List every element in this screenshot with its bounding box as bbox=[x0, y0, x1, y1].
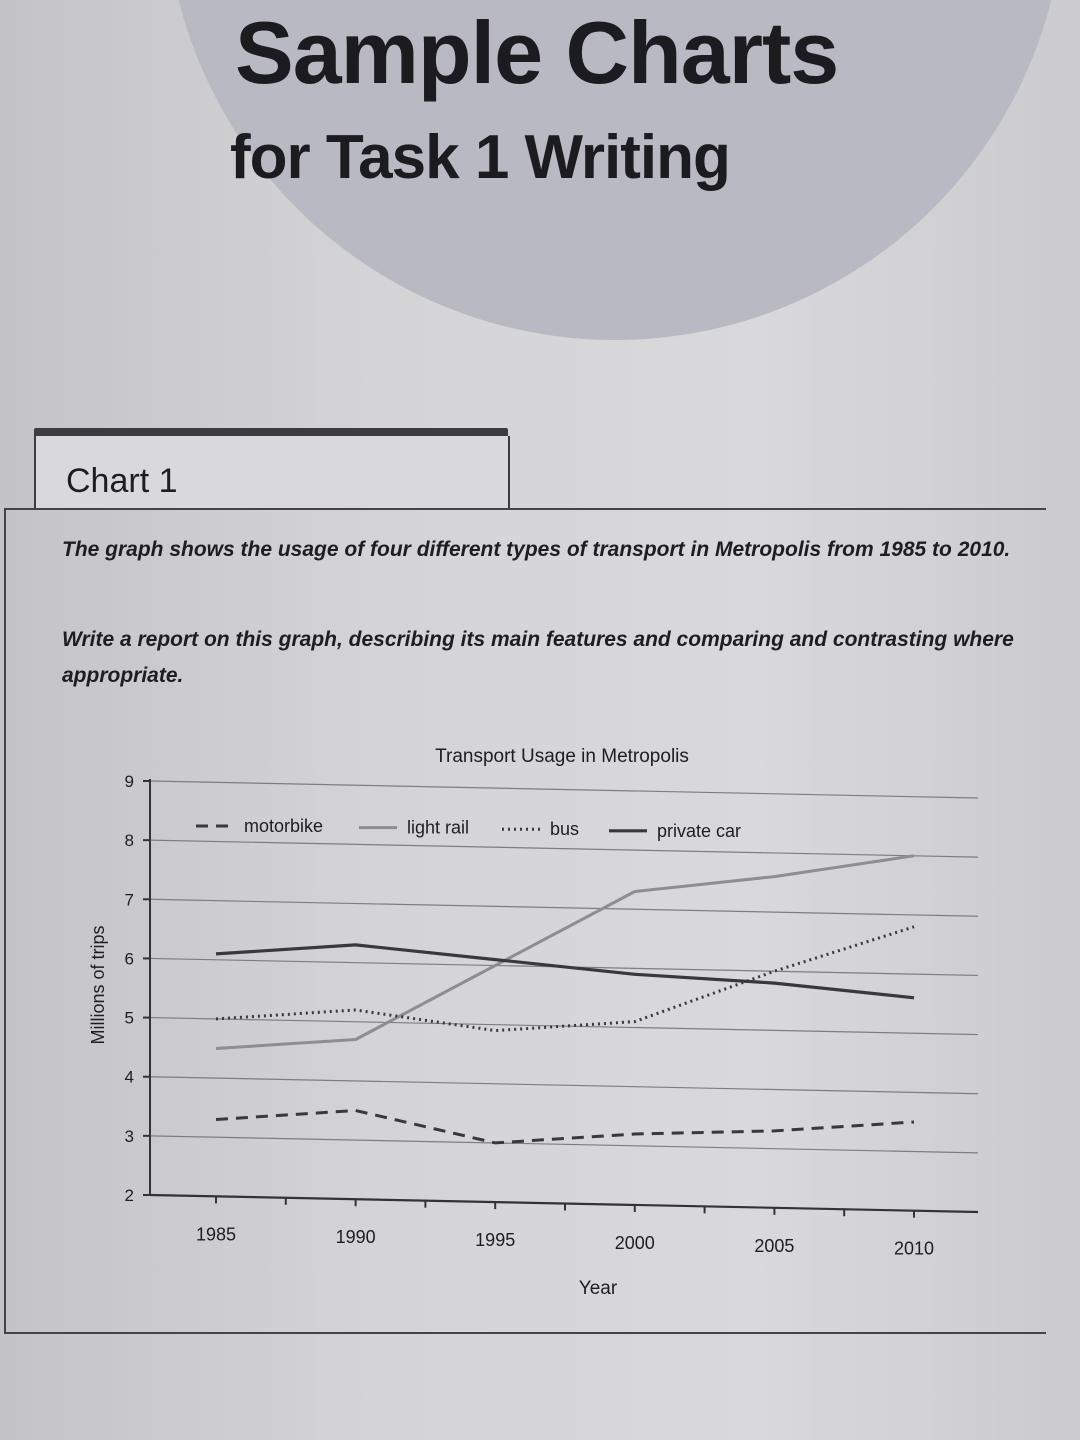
y-axis-label: Millions of trips bbox=[88, 925, 108, 1044]
gridline-7 bbox=[149, 898, 979, 917]
chart-legend: motorbike light rail bus private car bbox=[196, 816, 741, 841]
y-tick-label: 2 bbox=[125, 1186, 134, 1205]
chart-panel bbox=[4, 508, 1046, 1334]
legend-label-light-rail: light rail bbox=[407, 818, 469, 838]
x-tick-label: 1990 bbox=[336, 1227, 376, 1247]
chart-tab bbox=[34, 436, 510, 508]
legend-label-private-car: private car bbox=[657, 821, 741, 841]
gridline-4 bbox=[149, 1076, 979, 1095]
x-tick-label: 2010 bbox=[894, 1239, 934, 1259]
x-axis-line bbox=[149, 1193, 979, 1214]
x-tick-label: 2000 bbox=[615, 1233, 655, 1253]
chart-series bbox=[215, 854, 915, 1145]
series-line-bus bbox=[215, 925, 915, 1033]
series-line-motorbike bbox=[215, 1109, 915, 1145]
chart-title: Transport Usage in Metropolis bbox=[435, 746, 689, 767]
y-tick-label: 8 bbox=[125, 831, 134, 850]
y-tick-label: 7 bbox=[125, 890, 134, 909]
y-tick-label: 4 bbox=[125, 1068, 134, 1087]
task-description: The graph shows the usage of four differ… bbox=[62, 538, 1011, 561]
legend-label-bus: bus bbox=[550, 819, 579, 839]
gridline-3 bbox=[149, 1135, 979, 1154]
series-line-light-rail bbox=[215, 854, 915, 1050]
gridline-8 bbox=[149, 839, 979, 858]
x-tick-label: 2005 bbox=[754, 1236, 794, 1256]
x-tick-label: 1985 bbox=[196, 1224, 236, 1244]
y-tick-label: 6 bbox=[125, 949, 134, 968]
y-tick-label: 5 bbox=[125, 1009, 134, 1028]
chart-axes: 2 3 4 5 6 7 8 9 1985 1990 1995 2000 2005 2010 bbox=[125, 772, 979, 1259]
page-title: Sample Charts bbox=[235, 3, 839, 102]
gridline-9 bbox=[149, 780, 979, 799]
legend-label-motorbike: motorbike bbox=[244, 816, 323, 836]
chart-tab-label: Chart 1 bbox=[66, 462, 178, 500]
page-subtitle: for Task 1 Writing bbox=[230, 123, 731, 192]
y-tick-label: 3 bbox=[125, 1127, 134, 1146]
task-instruction: Write a report on this graph, describing… bbox=[62, 628, 1014, 687]
series-line-private-car bbox=[215, 943, 915, 1000]
y-tick-label: 9 bbox=[125, 772, 134, 791]
x-axis-label: Year bbox=[579, 1278, 618, 1299]
x-tick-label: 1995 bbox=[475, 1230, 515, 1250]
tab-top-bar bbox=[34, 428, 508, 438]
